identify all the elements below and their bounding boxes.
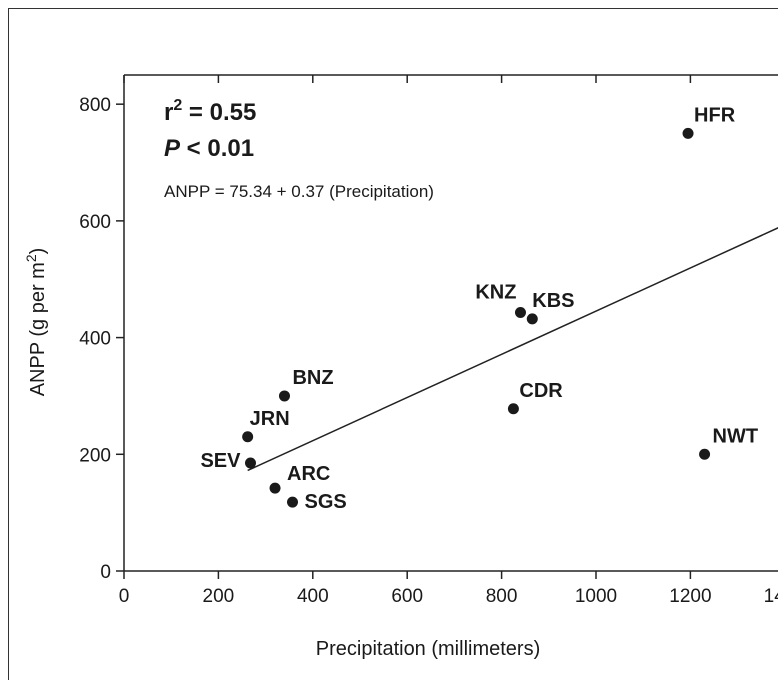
point-kbs — [526, 313, 538, 325]
y-tick-label: 400 — [79, 329, 111, 350]
point-cdr — [507, 403, 519, 415]
point-label-nwt: NWT — [713, 425, 759, 447]
point-jrn — [242, 431, 254, 443]
data-points: HFRHBRKNZKBSCDRNWTBNZJRNSEVARCSGS — [200, 104, 759, 513]
x-tick-label: 1200 — [669, 586, 711, 607]
point-label-kbs: KBS — [532, 290, 574, 312]
chart-frame — [8, 8, 778, 680]
y-tick-label: 200 — [79, 445, 111, 466]
point-label-sev: SEV — [200, 450, 241, 472]
x-tick-label: 0 — [119, 586, 130, 607]
regression-line — [247, 227, 778, 472]
point-label-knz: KNZ — [475, 281, 516, 303]
point-arc — [269, 482, 281, 494]
point-label-cdr: CDR — [519, 380, 563, 402]
x-tick-label: 400 — [297, 586, 329, 607]
x-tick-label: 1000 — [575, 586, 617, 607]
ticks: 0 200 400 600 800 1000 1200 1400 0 200 400 600 800 — [79, 75, 778, 607]
point-label-hfr: HFR — [694, 104, 736, 126]
p-value-label: P < 0.01 — [164, 135, 254, 162]
point-sgs — [287, 496, 299, 508]
x-tick-label: 1400 — [764, 586, 778, 607]
point-knz — [514, 306, 526, 318]
x-tick-label: 800 — [486, 586, 518, 607]
y-tick-label: 800 — [79, 95, 111, 116]
x-axis-title: Precipitation (millimeters) — [316, 638, 541, 660]
x-tick-label: 200 — [203, 586, 235, 607]
axes — [123, 74, 778, 572]
point-label-sgs: SGS — [305, 491, 347, 513]
point-label-bnz: BNZ — [292, 367, 333, 389]
point-bnz — [278, 390, 290, 402]
r-squared-label: r2 = 0.55 — [164, 97, 256, 126]
x-tick-label: 600 — [391, 586, 423, 607]
y-tick-label: 0 — [100, 562, 111, 583]
y-axis-title: ANPP (g per m2) — [23, 248, 49, 397]
regression-equation: ANPP = 75.34 + 0.37 (Precipitation) — [164, 182, 434, 201]
point-label-arc: ARC — [287, 463, 330, 485]
point-nwt — [699, 448, 711, 460]
y-tick-label: 600 — [79, 212, 111, 233]
point-label-jrn: JRN — [250, 408, 290, 430]
point-sev — [244, 457, 256, 469]
point-hfr — [682, 127, 694, 139]
